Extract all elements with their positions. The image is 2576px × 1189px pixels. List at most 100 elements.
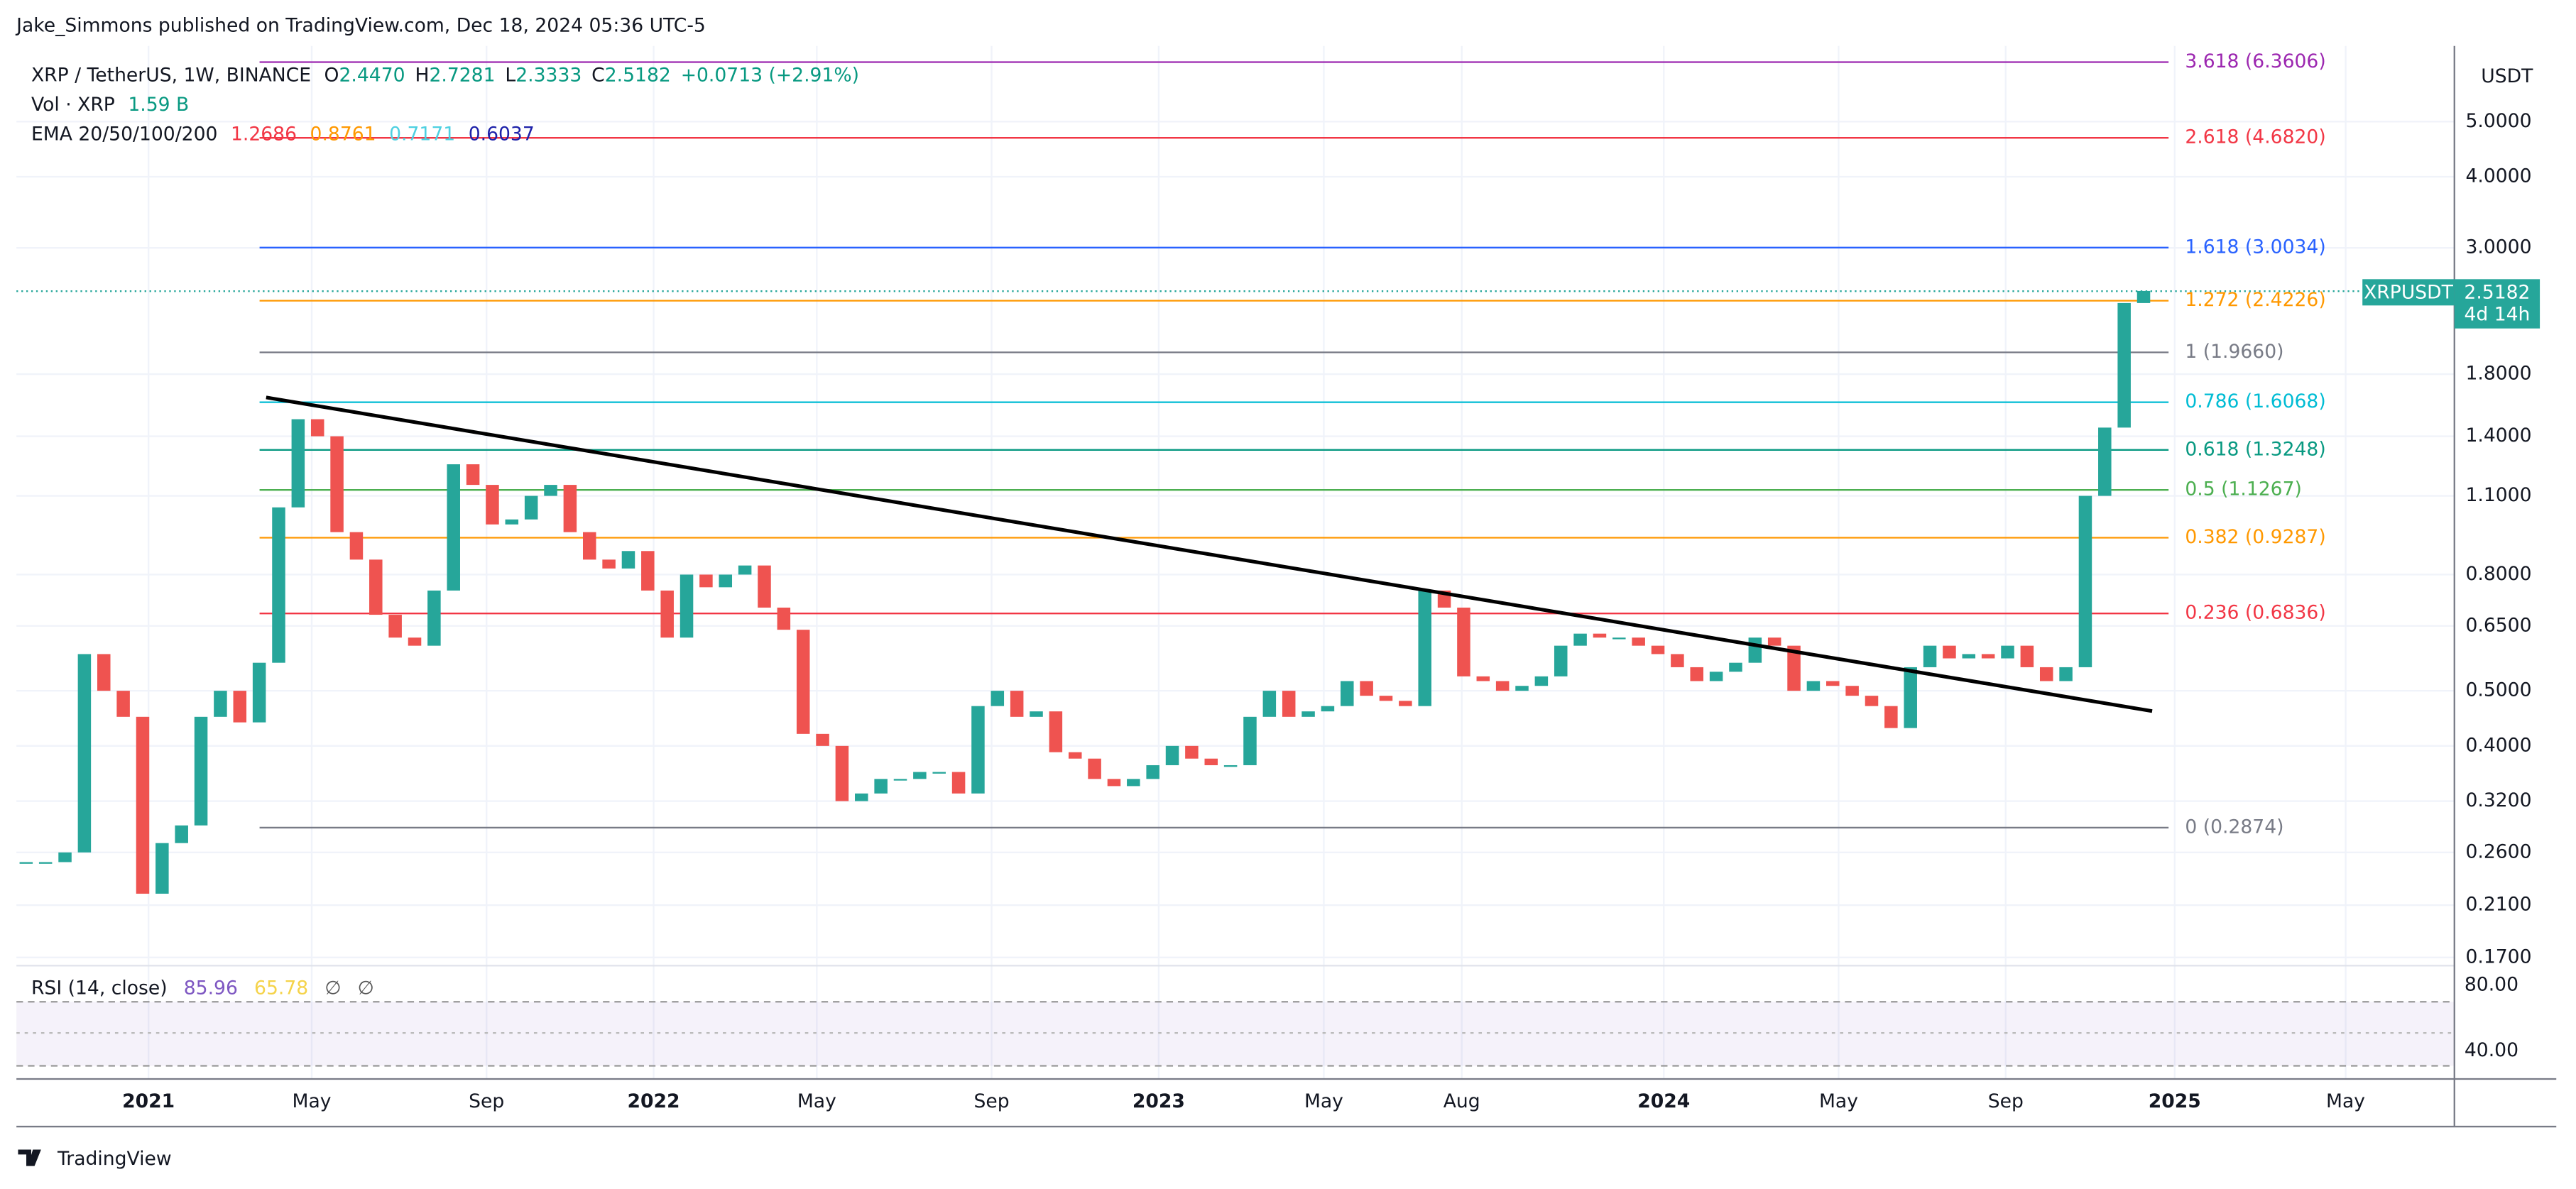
fib-label: 2.618 (4.6820) [2185, 126, 2325, 148]
y-tick-label: 5.0000 [2465, 110, 2531, 132]
rsi-value: 85.96 [184, 977, 238, 999]
candle [388, 615, 402, 638]
candle [1865, 696, 1879, 706]
candle [2020, 645, 2034, 667]
candle [1904, 667, 1917, 728]
y-tick-label: 1.8000 [2465, 363, 2531, 385]
candle [466, 464, 480, 486]
ohlc-value: 2.7281 [429, 64, 495, 86]
candle [1943, 645, 1956, 659]
logo: TradingView [18, 1148, 172, 1170]
candle [1127, 779, 1140, 787]
candle [272, 507, 285, 663]
volume-label: Vol · XRP [31, 94, 115, 116]
ema-label: EMA 20/50/100/200 [31, 123, 217, 145]
y-tick-label: 0.4000 [2465, 734, 2531, 756]
y-tick-label: 0.6500 [2465, 614, 2531, 636]
fib-label: 3.618 (6.3606) [2185, 50, 2325, 72]
y-tick-label: 0.5000 [2465, 679, 2531, 701]
candle [1379, 696, 1393, 701]
candle [1165, 745, 1179, 765]
candle [233, 691, 247, 723]
x-tick-label: 2025 [2149, 1090, 2201, 1112]
candle [1321, 706, 1335, 712]
candle [738, 565, 752, 575]
candle [971, 706, 985, 794]
candle [252, 662, 266, 723]
candle [38, 862, 53, 864]
candle [563, 485, 577, 532]
rsi-value: ∅ [324, 977, 341, 999]
candle [1088, 758, 1101, 779]
candle [1495, 681, 1510, 691]
fib-label: 0.618 (1.3248) [2185, 438, 2325, 460]
candle [1709, 672, 1723, 681]
legend-symbol-row: XRP / TetherUS, 1W, BINANCE O2.4470 H2.728… [31, 64, 859, 86]
x-tick-label: May [1304, 1090, 1343, 1112]
y-tick-label: 0.8000 [2465, 563, 2531, 585]
fib-label: 0.236 (0.6836) [2185, 602, 2325, 624]
rsi-label: RSI (14, close) [31, 977, 168, 999]
candle [1418, 590, 1431, 706]
candle [447, 464, 460, 591]
ohlc-value: 2.5182 [605, 64, 671, 86]
volume-value: 1.59 B [128, 94, 189, 116]
candle [2136, 290, 2151, 303]
axes: 5.0000 4.0000 3.0000 1.8000 1.4000 1.1000 0.80… [122, 110, 2531, 1112]
x-tick-label: Sep [974, 1090, 1010, 1112]
candle [524, 495, 538, 520]
candle [719, 574, 733, 588]
x-tick-label: 2021 [122, 1090, 175, 1112]
candle [291, 419, 305, 508]
rsi-value: 65.78 [254, 977, 308, 999]
candle [1107, 779, 1121, 787]
ohlc-value: 2.4470 [339, 64, 405, 86]
candle [1748, 637, 1762, 663]
ohlc-key: O [324, 64, 339, 86]
currency[interactable]: USDT [2481, 65, 2533, 87]
symbol: XRP / TetherUS, 1W, BINANCE [31, 64, 311, 86]
candle [1826, 681, 1840, 686]
y-tick-label: 1.4000 [2465, 424, 2531, 446]
candle [582, 532, 596, 560]
fib-label: 1.618 (3.0034) [2185, 236, 2325, 258]
candle [1845, 686, 1859, 696]
volume-row: Vol · XRP 1.59 B [31, 94, 189, 116]
ohlc-key: H [415, 64, 429, 86]
candle [855, 793, 868, 801]
candle [2059, 667, 2073, 681]
ohlc-value: 2.3333 [515, 64, 582, 86]
ema-value: 1.2686 [231, 123, 297, 145]
change: +0.0713 (+2.91%) [681, 64, 859, 86]
candle [2001, 645, 2014, 659]
candle [1010, 691, 1024, 717]
candle [1185, 745, 1199, 759]
candle [427, 590, 441, 646]
price-tag-value: 2.5182 [2464, 281, 2530, 303]
x-tick-label: 2024 [1637, 1090, 1690, 1112]
candle [796, 630, 810, 734]
candle [97, 654, 111, 691]
candles [19, 290, 2151, 894]
y-tick-label: 0.2100 [2465, 894, 2531, 916]
candle [1651, 645, 1665, 654]
ema-value: 0.6037 [469, 123, 535, 145]
x-tick-label: May [1819, 1090, 1858, 1112]
rsi-tick-label: 40.00 [2465, 1039, 2518, 1061]
candle [1884, 706, 1898, 728]
candle [932, 772, 946, 774]
x-tick-label: May [293, 1090, 332, 1112]
candle [816, 733, 829, 746]
candle [777, 607, 791, 630]
candle [2117, 302, 2131, 428]
candle [2078, 495, 2092, 667]
candle [602, 559, 616, 569]
fib-label: 1.272 (2.4226) [2185, 289, 2325, 311]
publisher: Jake_Simmons published on TradingView.co… [15, 15, 706, 37]
candle [2039, 667, 2053, 681]
candle [913, 772, 927, 779]
candle [19, 862, 33, 864]
symbol-tag [2362, 279, 2455, 306]
x-tick-label: 2023 [1133, 1090, 1185, 1112]
